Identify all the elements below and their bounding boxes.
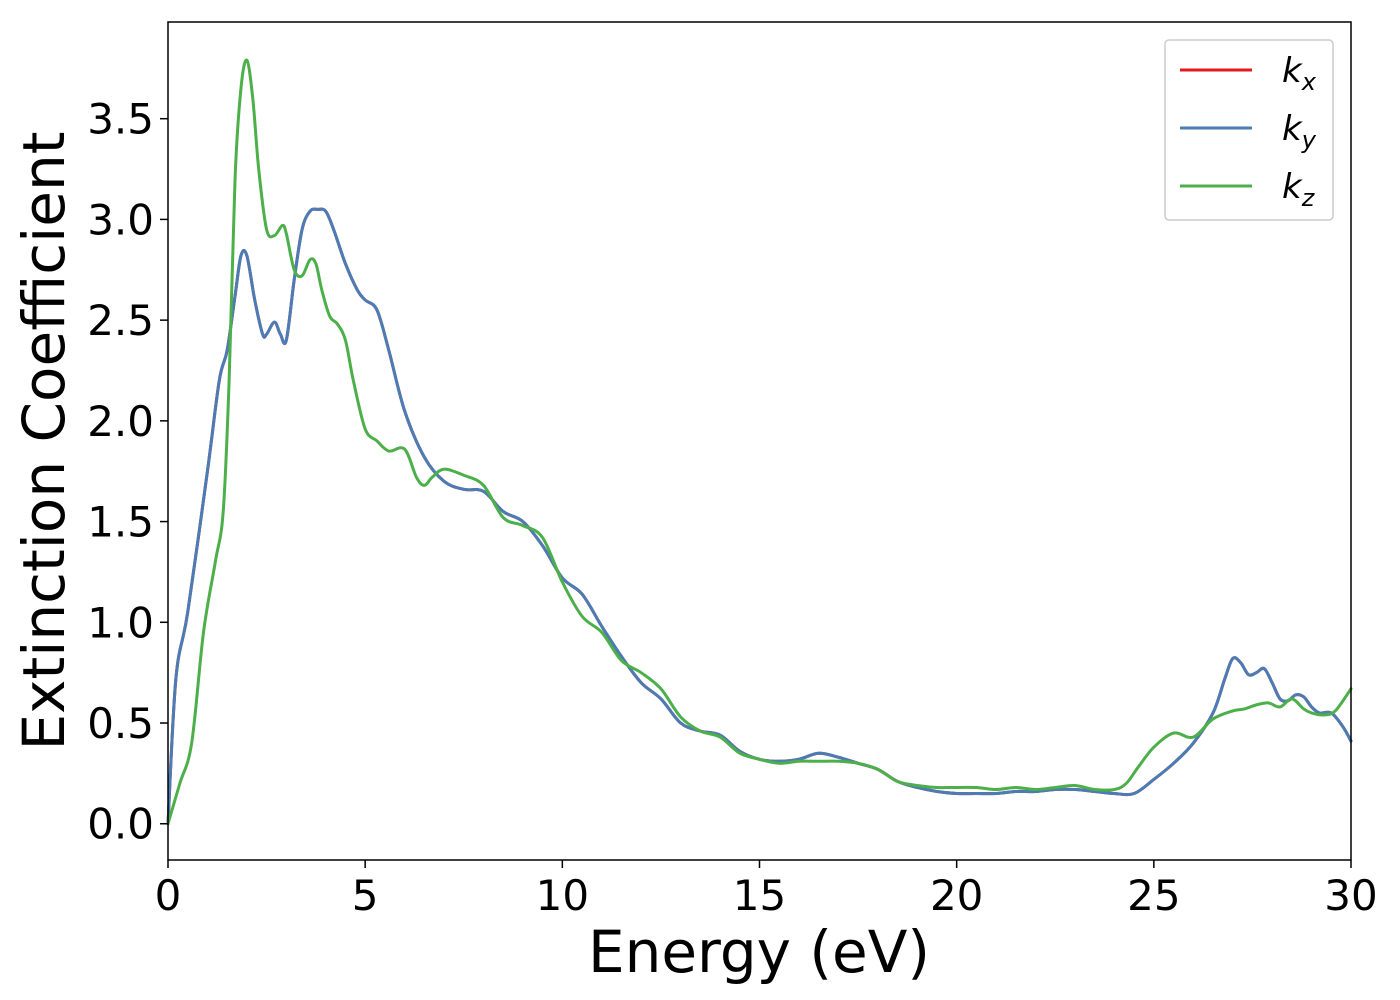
- y-tick-label: 2.5: [87, 296, 154, 345]
- y-tick-label: 1.5: [87, 498, 154, 547]
- x-tick-label: 0: [155, 871, 182, 920]
- y-tick-label: 3.0: [87, 195, 154, 244]
- series-line-k-z: [166, 58, 1353, 826]
- x-tick-label: 10: [536, 871, 589, 920]
- series-line-k-y: [166, 207, 1353, 826]
- series-line-k-x: [166, 207, 1353, 826]
- legend-label-k-z: kz: [1282, 167, 1316, 212]
- y-tick-label: 0.5: [87, 699, 154, 748]
- x-tick-label: 30: [1324, 871, 1377, 920]
- x-tick-label: 15: [733, 871, 786, 920]
- x-tick-label: 20: [930, 871, 983, 920]
- legend-label-k-y: ky: [1282, 109, 1317, 154]
- y-axis-title: Extinction Coefficient: [10, 132, 78, 751]
- x-tick-label: 25: [1127, 871, 1180, 920]
- y-axis: 0.0 0.5 1.0 1.5 2.0 2.5 3.0 3.5: [87, 95, 168, 849]
- legend: kx ky kz: [1164, 39, 1334, 221]
- legend-label-k-x: kx: [1282, 51, 1317, 96]
- y-tick-label: 1.0: [87, 598, 154, 647]
- y-tick-label: 3.5: [87, 95, 154, 144]
- series-layer: [166, 58, 1353, 826]
- legend-box: [1164, 39, 1334, 221]
- x-tick-label: 5: [352, 871, 379, 920]
- x-axis: 0 5 10 15 20 25 30: [155, 860, 1378, 920]
- y-tick-label: 0.0: [87, 800, 154, 849]
- x-axis-title: Energy (eV): [588, 918, 930, 986]
- legend-items: kx ky kz: [1180, 51, 1317, 212]
- y-tick-label: 2.0: [87, 397, 154, 446]
